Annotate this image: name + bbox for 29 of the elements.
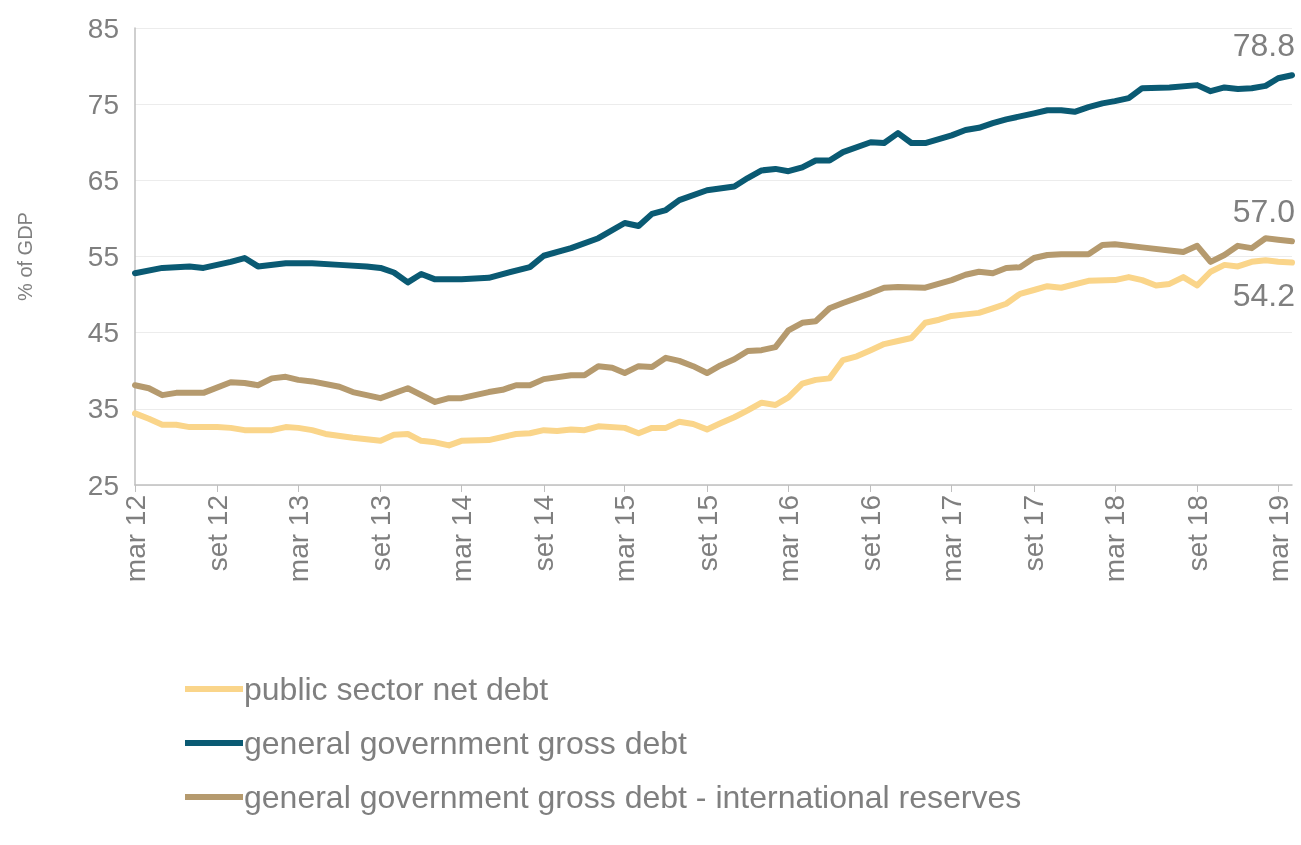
legend-label: general government gross debt bbox=[244, 725, 688, 761]
x-tick-label: set 17 bbox=[1018, 495, 1050, 572]
x-tick-label: set 18 bbox=[1181, 495, 1213, 572]
legend-label: public sector net debt bbox=[244, 671, 549, 707]
x-tick-label: set 12 bbox=[201, 495, 233, 572]
annotation: 78.8 bbox=[1232, 27, 1295, 64]
x-tick-label: mar 12 bbox=[119, 495, 151, 583]
legend-label: general government gross debt - international reserves bbox=[244, 779, 1022, 815]
x-tick-label: mar 14 bbox=[445, 495, 477, 583]
x-tick-label: mar 17 bbox=[936, 495, 968, 583]
x-tick-label: set 15 bbox=[691, 495, 723, 572]
x-tick-label: set 16 bbox=[855, 495, 887, 572]
x-tick-label: mar 18 bbox=[1099, 495, 1131, 583]
x-tick-label: mar 15 bbox=[609, 495, 641, 583]
y-tick-label: 25 bbox=[87, 469, 119, 501]
annotation: 57.0 bbox=[1232, 193, 1295, 230]
y-tick-label: 75 bbox=[87, 88, 119, 120]
y-tick-label: 35 bbox=[87, 393, 119, 425]
x-tick-label: set 14 bbox=[528, 495, 560, 572]
y-tick-label: 85 bbox=[87, 12, 119, 44]
x-tick-label: mar 13 bbox=[282, 495, 314, 583]
annotation: 54.2 bbox=[1232, 276, 1295, 313]
x-tick-label: mar 19 bbox=[1262, 495, 1294, 583]
x-tick-label: mar 16 bbox=[772, 495, 804, 583]
x-tick-label: set 13 bbox=[365, 495, 397, 572]
y-tick-label: 55 bbox=[87, 241, 119, 272]
y-tick-label: 65 bbox=[87, 164, 119, 196]
y-axis-title: % of GDP bbox=[14, 212, 36, 301]
y-tick-label: 45 bbox=[87, 317, 119, 349]
